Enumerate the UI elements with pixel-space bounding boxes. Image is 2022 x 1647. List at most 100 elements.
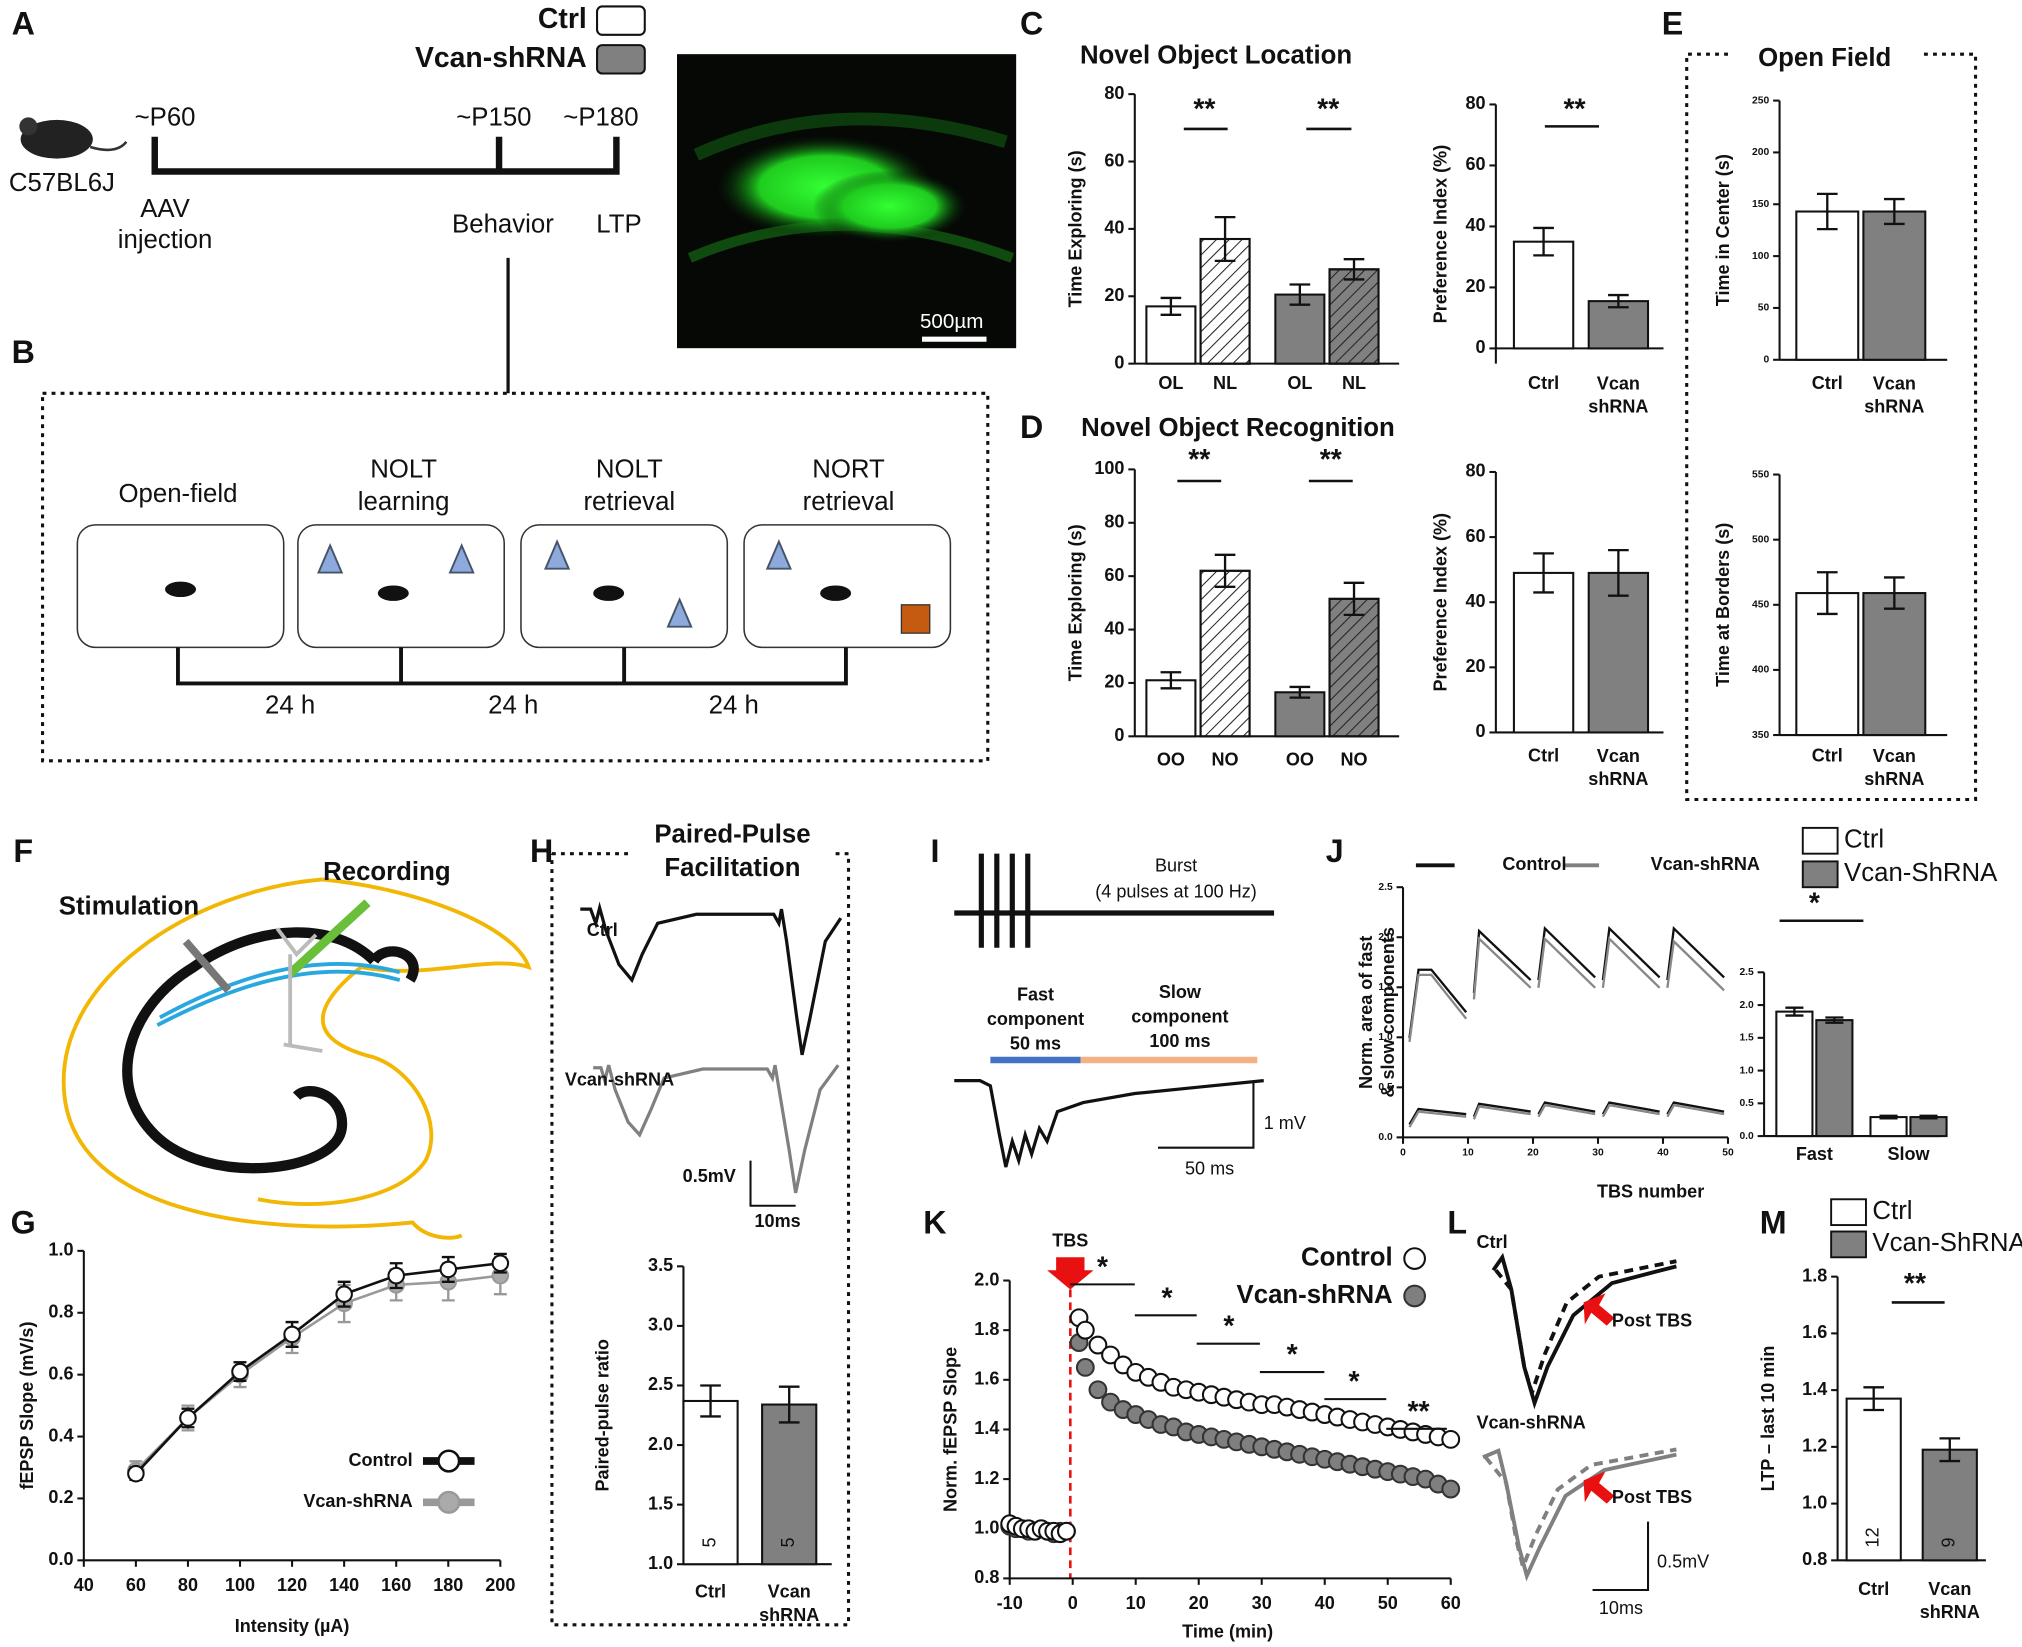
- annotation: TBS: [1052, 1231, 1088, 1251]
- bar: [1909, 1116, 1948, 1138]
- y-axis-label: LTP – last 10 min: [1758, 1346, 1778, 1492]
- x-tick-label: Ctrl: [1812, 746, 1843, 766]
- y-tick-label: 0.8: [974, 1567, 999, 1587]
- label: Ctrl: [587, 920, 618, 940]
- bar: [682, 1399, 739, 1566]
- label: NOLT learning: [358, 455, 450, 515]
- error-bar: [1884, 576, 1905, 610]
- y-tick-label: 40: [1104, 618, 1124, 638]
- legend-label: Vcan-shRNA: [1237, 1281, 1393, 1309]
- y-axis-label: Norm. fEPSP Slope: [940, 1347, 960, 1512]
- x-tick-label: Vcan shRNA: [759, 1581, 819, 1624]
- error-bar: [1343, 258, 1365, 281]
- y-tick-label: 0: [1114, 352, 1124, 372]
- y-axis-label: Paired-pulse ratio: [592, 1339, 612, 1491]
- bar: [761, 1403, 818, 1566]
- x-tick-label: Vcan shRNA: [1920, 1579, 1980, 1622]
- y-tick-label: 1.4: [1802, 1379, 1827, 1399]
- bar: [1587, 571, 1650, 734]
- path: [1408, 936, 1725, 1043]
- label: B: [12, 334, 35, 370]
- label: Paired-Pulse Facilitation: [654, 820, 810, 882]
- path: [151, 136, 620, 175]
- y-tick-label: 80: [1465, 93, 1485, 113]
- marker: [1088, 1380, 1108, 1400]
- ellipse: [165, 581, 197, 598]
- y-tick-label: 2.0: [648, 1434, 673, 1454]
- x-axis-label: TBS number: [1597, 1182, 1704, 1202]
- y-tick-label: 60: [1465, 154, 1485, 174]
- y-tick-label: 1.6: [1802, 1322, 1827, 1342]
- y-tick-label: 2.0: [1739, 1000, 1754, 1011]
- y-tick-label: 150: [1752, 199, 1769, 210]
- legend-swatch: [1830, 1198, 1867, 1227]
- y-tick-label: 20: [1104, 285, 1124, 305]
- label: 1 mV: [1264, 1113, 1306, 1133]
- y-tick-label: 40: [1104, 218, 1124, 238]
- x-tick-label: Slow: [1887, 1144, 1930, 1164]
- x-tick-label: Ctrl: [695, 1581, 726, 1601]
- error-bar: [1785, 1006, 1804, 1017]
- panel-i-drawing: [954, 853, 1275, 1168]
- rect: [520, 524, 729, 649]
- label: Open-field: [118, 480, 237, 508]
- x-tick-label: NL: [1342, 373, 1366, 393]
- error-bar: [1825, 1016, 1844, 1024]
- label: 0.5mV: [1657, 1552, 1709, 1572]
- error-bar: [1533, 226, 1554, 257]
- label: E: [1662, 5, 1684, 41]
- x-tick-label: OO: [1286, 750, 1314, 770]
- y-axis-label: fEPSP Slope (mV/s): [17, 1322, 37, 1490]
- x-tick-label: 30: [1592, 1148, 1604, 1159]
- polygon: [448, 543, 475, 574]
- polygon: [544, 539, 571, 570]
- y-tick-label: 1.5: [1378, 982, 1393, 993]
- y-tick-label: 1.6: [974, 1369, 999, 1389]
- error-bar: [1879, 1114, 1898, 1120]
- path: [693, 112, 1008, 161]
- y-tick-label: 200: [1752, 147, 1769, 158]
- label: Post TBS: [1612, 1487, 1692, 1507]
- path: [1158, 1080, 1255, 1149]
- error-bar: [1608, 293, 1629, 309]
- label: NOLT retrieval: [583, 455, 675, 515]
- y-tick-label: 0: [1764, 355, 1770, 366]
- path: [1408, 1103, 1725, 1128]
- bar-hatch: [1199, 237, 1251, 365]
- y-tick-label: 1.0: [974, 1518, 999, 1538]
- label: A: [12, 5, 35, 41]
- label: D: [1020, 409, 1043, 445]
- y-tick-label: 20: [1465, 656, 1485, 676]
- y-axis-label: Preference Index (%): [1430, 145, 1450, 324]
- y-tick-label: 3.0: [648, 1315, 673, 1335]
- panel-b-drawing: [41, 391, 990, 763]
- panel-a-drawing: [19, 5, 1017, 394]
- legend-swatch: [1801, 826, 1839, 855]
- bar: [1795, 592, 1860, 737]
- polygon: [666, 597, 693, 628]
- y-tick-label: 0.8: [48, 1302, 73, 1322]
- annotation: **: [1407, 1396, 1430, 1428]
- y-tick-label: 1.8: [1802, 1265, 1827, 1285]
- legend-marker: [1403, 1284, 1426, 1308]
- y-tick-label: 0.5: [1739, 1098, 1754, 1109]
- y-tick-label: 1.0: [1802, 1492, 1827, 1512]
- label: C57BL6J: [9, 169, 115, 197]
- label: Stimulation: [59, 893, 199, 921]
- label: Vcan-shRNA: [565, 1069, 674, 1089]
- label: ~P180: [563, 103, 638, 131]
- panel-e-box: [1685, 52, 1978, 802]
- label: 500µm: [920, 310, 983, 333]
- label: 24 h: [265, 691, 315, 719]
- marker: [387, 1266, 405, 1285]
- x-tick-label: 0: [1068, 1593, 1078, 1613]
- x-axis-label: Time (min): [1182, 1621, 1273, 1641]
- y-tick-label: 2.5: [1739, 967, 1754, 978]
- path: [1408, 926, 1725, 1039]
- y-tick-label: 1.0: [48, 1240, 73, 1260]
- x-tick-label: Ctrl: [1812, 373, 1843, 393]
- y-tick-label: 80: [1104, 512, 1124, 532]
- bar-hatch: [1328, 268, 1380, 365]
- x-tick-label: 180: [433, 1575, 463, 1595]
- x-tick-label: -10: [997, 1593, 1023, 1613]
